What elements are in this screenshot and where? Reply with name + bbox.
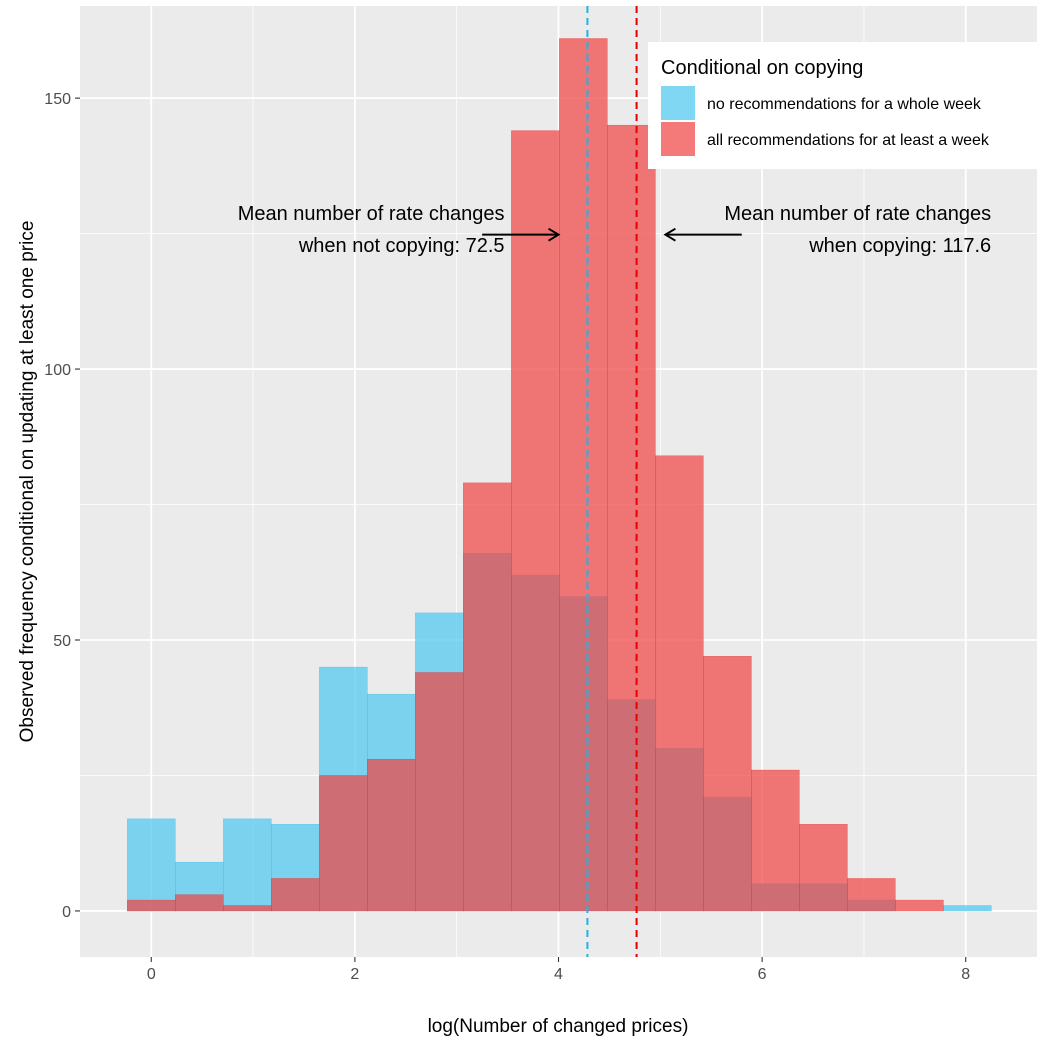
x-tick-label: 8 [961, 966, 970, 983]
y-axis-title: Observed frequency conditional on updati… [17, 221, 38, 743]
y-tick-label: 150 [44, 91, 71, 108]
x-tick-label: 0 [147, 966, 156, 983]
x-tick-label: 6 [758, 966, 767, 983]
bar-all-recommendations-for-at-least-a-week-5 [367, 758, 416, 912]
y-tick-label: 50 [53, 633, 71, 650]
bar-no-recommendations-for-a-whole-week-2 [223, 818, 272, 912]
bar-all-recommendations-for-at-least-a-week-12 [703, 656, 752, 912]
bar-all-recommendations-for-at-least-a-week-1 [175, 894, 224, 912]
bar-all-recommendations-for-at-least-a-week-4 [319, 775, 368, 912]
bar-all-recommendations-for-at-least-a-week-2 [223, 905, 272, 912]
x-tick-label: 2 [350, 966, 359, 983]
annotation-0-line-1: when not copying: 72.5 [298, 235, 505, 257]
bar-all-recommendations-for-at-least-a-week-10 [607, 124, 656, 912]
bar-all-recommendations-for-at-least-a-week-14 [799, 823, 848, 912]
annotation-arrow-head-1 [663, 227, 676, 242]
bar-all-recommendations-for-at-least-a-week-7 [463, 482, 512, 912]
bar-all-recommendations-for-at-least-a-week-15 [847, 878, 896, 912]
annotation-arrow-head-0 [547, 227, 561, 242]
legend-background [648, 42, 1037, 169]
legend-label-no-recommendations: no recommendations for a whole week [707, 96, 982, 113]
x-axis-ticks: 0 2 4 6 8 [147, 957, 970, 983]
legend: Conditional on copying no recommendation… [648, 42, 1037, 169]
bar-all-recommendations-for-at-least-a-week-3 [271, 878, 320, 912]
mean-lines [586, 6, 638, 957]
bar-all-recommendations-for-at-least-a-week-16 [895, 899, 944, 912]
legend-key-no-recommendations [661, 86, 695, 120]
bar-all-recommendations-for-at-least-a-week-9 [559, 38, 608, 912]
x-axis-title: log(Number of changed prices) [428, 1016, 689, 1037]
bar-no-recommendations-for-a-whole-week-17 [943, 905, 992, 912]
annotation-0-line-0: Mean number of rate changes [238, 203, 505, 225]
y-axis-ticks: 0 50 100 150 [44, 91, 80, 921]
y-tick-label: 0 [62, 904, 71, 921]
bar-all-recommendations-for-at-least-a-week-13 [751, 769, 800, 912]
annotations: Mean number of rate changes when not copy… [238, 203, 991, 257]
bar-all-recommendations-for-at-least-a-week-11 [655, 455, 704, 912]
bar-all-recommendations-for-at-least-a-week-0 [127, 899, 176, 912]
legend-key-all-recommendations [661, 122, 695, 156]
bar-all-recommendations-for-at-least-a-week-6 [415, 672, 464, 912]
x-tick-label: 4 [554, 966, 563, 983]
annotation-1-line-1: when copying: 117.6 [808, 235, 991, 257]
series-all-recommendations-bars [127, 38, 944, 912]
bar-all-recommendations-for-at-least-a-week-8 [511, 130, 560, 912]
y-tick-label: 100 [44, 362, 71, 379]
annotation-1-line-0: Mean number of rate changes [724, 203, 991, 225]
bar-no-recommendations-for-a-whole-week-0 [127, 818, 176, 912]
legend-title: Conditional on copying [661, 57, 863, 79]
legend-label-all-recommendations: all recommendations for at least a week [707, 132, 990, 149]
